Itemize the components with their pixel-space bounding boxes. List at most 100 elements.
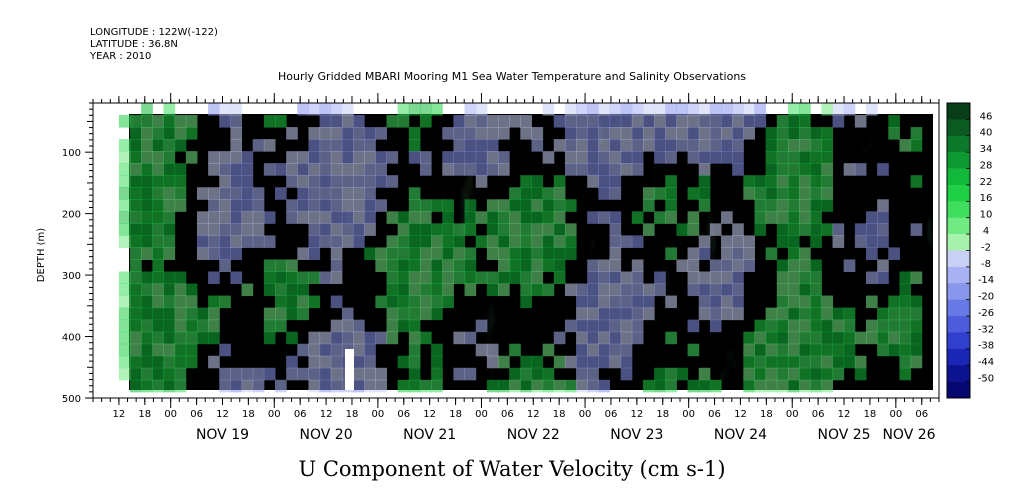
heatmap-cell [230, 247, 243, 260]
heatmap-cell [152, 235, 164, 248]
colorbar-label: -38 [978, 341, 994, 352]
heatmap-cell [141, 379, 153, 393]
heatmap-cell [431, 247, 443, 260]
heatmap-cell [609, 139, 622, 152]
heatmap-cell [185, 115, 198, 128]
heatmap-cell [208, 103, 220, 116]
heatmap-cell [520, 187, 532, 200]
heatmap-cell [297, 367, 309, 381]
heatmap-cell [810, 259, 822, 272]
heatmap-cell [520, 259, 532, 272]
heatmap-cell [431, 271, 443, 285]
heatmap-cell [799, 139, 811, 152]
heatmap-cell [185, 151, 198, 164]
heatmap-cell [799, 319, 811, 333]
heatmap-cell [698, 271, 711, 285]
heatmap-cell [899, 271, 912, 285]
heatmap-cell [308, 343, 321, 357]
heatmap-cell [587, 259, 599, 272]
heatmap-cell [163, 379, 176, 393]
heatmap-cell [899, 319, 912, 333]
heatmap-cell [754, 319, 767, 333]
heatmap-cell [297, 247, 309, 260]
heatmap-cell [219, 343, 231, 357]
heatmap-cell [709, 283, 722, 297]
heatmap-cell [787, 211, 800, 224]
heatmap-cell [486, 211, 499, 224]
heatmap-cell [419, 307, 432, 321]
heatmap-cell [687, 115, 700, 128]
heatmap-cell [196, 211, 209, 224]
heatmap-cell [486, 343, 499, 357]
heatmap-cell [843, 319, 856, 333]
heatmap-cell [241, 367, 254, 381]
heatmap-cell [118, 223, 131, 236]
heatmap-cell [364, 331, 376, 345]
heatmap-cell [854, 163, 867, 176]
heatmap-cell [486, 127, 499, 140]
heatmap-cell [130, 343, 142, 357]
heatmap-cell [810, 319, 822, 333]
heatmap-cell [754, 331, 767, 345]
heatmap-cell [765, 307, 778, 321]
colorbar-label: -50 [978, 374, 994, 385]
heatmap-cell [609, 331, 622, 345]
heatmap-cell [631, 139, 644, 152]
heatmap-cell [453, 259, 466, 272]
heatmap-cell [174, 163, 187, 176]
colorbar-label: 4 [983, 226, 989, 237]
heatmap-cell [687, 139, 700, 152]
heatmap-cell [542, 283, 555, 297]
heatmap-cell [810, 223, 822, 236]
heatmap-cell [118, 295, 131, 309]
heatmap-cell [799, 163, 811, 176]
heatmap-cell [520, 355, 532, 369]
heatmap-cell [286, 331, 298, 345]
heatmap-cell [787, 343, 800, 357]
heatmap-cell [252, 367, 265, 381]
heatmap-cell [386, 271, 399, 285]
x-hour-tick-label: 18 [449, 409, 462, 420]
data-gap [345, 349, 354, 390]
heatmap-cell [631, 307, 644, 321]
heatmap-cell [776, 235, 789, 248]
heatmap-cell [375, 151, 388, 164]
heatmap-cell [208, 235, 220, 248]
heatmap-cell [275, 319, 287, 333]
heatmap-cell [553, 247, 566, 260]
heatmap-cell [130, 295, 142, 309]
heatmap-cell [620, 163, 633, 176]
colorbar-cell [947, 152, 970, 169]
heatmap-cell [821, 151, 834, 164]
heatmap-cell [353, 199, 365, 212]
heatmap-cell [732, 163, 744, 176]
heatmap-cell [408, 187, 421, 200]
heatmap-cell [397, 355, 410, 369]
heatmap-cell [297, 103, 309, 116]
heatmap-cell [364, 367, 376, 381]
heatmap-cell [364, 199, 376, 212]
heatmap-cell [832, 355, 845, 369]
heatmap-cell [174, 355, 187, 369]
y-tick-label: 500 [62, 394, 81, 405]
heatmap-cell [208, 187, 220, 200]
heatmap-cell [520, 295, 532, 309]
heatmap-cell [230, 367, 243, 381]
heatmap-cell [319, 331, 332, 345]
heatmap-cell [408, 271, 421, 285]
heatmap-cell [531, 187, 544, 200]
heatmap-cell [163, 247, 176, 260]
heatmap-cell [442, 283, 454, 297]
heatmap-cell [152, 163, 164, 176]
heatmap-cell [910, 355, 923, 369]
heatmap-cell [776, 199, 789, 212]
heatmap-cell [364, 379, 376, 393]
heatmap-cell [576, 355, 588, 369]
heatmap-cell [330, 367, 343, 381]
heatmap-cell [341, 199, 354, 212]
heatmap-cell [810, 163, 822, 176]
heatmap-cell [899, 331, 912, 345]
heatmap-cell [765, 343, 778, 357]
heatmap-cell [118, 283, 131, 297]
heatmap-cell [152, 139, 164, 152]
